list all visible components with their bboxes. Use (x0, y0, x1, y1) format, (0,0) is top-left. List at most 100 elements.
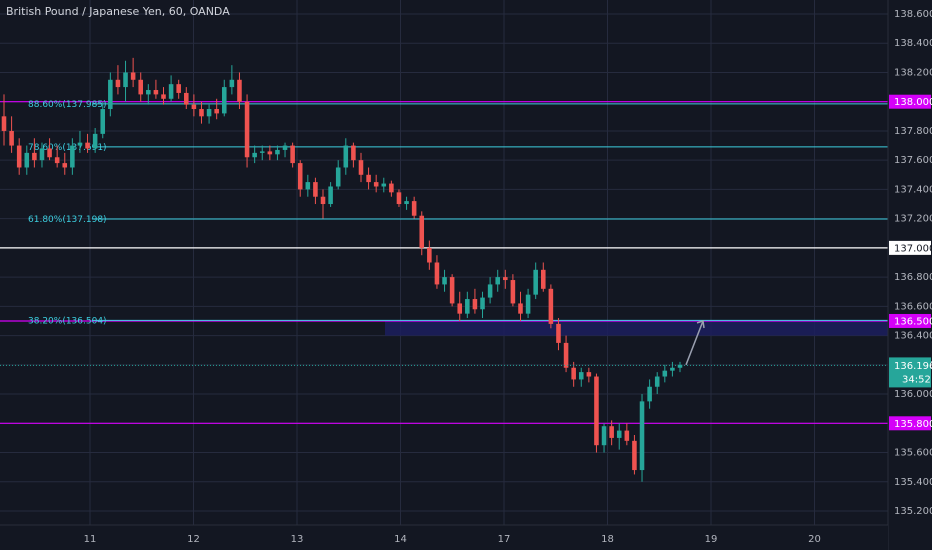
candle-body (411, 201, 417, 216)
candle-body (267, 151, 273, 155)
candle-body (449, 277, 455, 304)
price-tag-label: 138.000 (894, 97, 932, 108)
price-tick-label: 135.200 (894, 506, 932, 517)
candle-body (199, 109, 204, 117)
candle-body (244, 101, 250, 158)
time-tick-label: 13 (291, 534, 304, 545)
candle-body (297, 163, 303, 190)
candle-body (146, 90, 151, 95)
time-tick-label: 14 (394, 534, 407, 545)
candle-body (305, 182, 311, 190)
candle-body (100, 109, 106, 134)
time-tick-label: 18 (601, 534, 614, 545)
candle-body (184, 92, 189, 105)
candle-body (533, 269, 538, 295)
candle-body (624, 430, 630, 441)
candle-body (39, 148, 45, 161)
candle-body (601, 426, 607, 446)
candle-body (153, 90, 159, 95)
price-tick-label: 136.400 (894, 331, 932, 342)
candle-body (85, 142, 90, 149)
candle-body (32, 152, 37, 161)
candle-body (237, 79, 242, 102)
candle-body (465, 299, 470, 314)
candle-body (176, 84, 181, 93)
time-axis (0, 525, 888, 550)
candle-body (108, 79, 113, 110)
fib-label: 38.20%(136.504) (28, 316, 107, 326)
candle-body (677, 364, 683, 368)
candle-timer: 34:52 (902, 374, 931, 385)
price-tag (889, 240, 931, 255)
time-tick-label: 12 (187, 534, 200, 545)
candle-body (381, 183, 387, 187)
candle-body (609, 426, 614, 438)
candle-body (77, 142, 83, 146)
candle-body (130, 72, 136, 80)
candle-body (518, 303, 523, 314)
candle-body (510, 280, 516, 304)
price-tag-label: 136.500 (894, 316, 932, 327)
candle-body (578, 372, 584, 380)
candle-body (654, 376, 660, 387)
time-tick-label: 20 (808, 534, 821, 545)
candle-body (206, 109, 212, 117)
candle-body (457, 303, 463, 314)
fib-label: 78.60%(137.691) (28, 143, 107, 153)
candle-body (282, 145, 288, 150)
time-tick-label: 19 (705, 534, 718, 545)
candle-body (252, 152, 257, 158)
candle-body (328, 186, 333, 205)
price-tick-label: 135.400 (894, 477, 932, 488)
fib-label: 88.60%(137.985) (28, 100, 107, 110)
candle-body (541, 269, 546, 289)
candle-body (442, 277, 447, 285)
candle-body (548, 288, 554, 324)
price-tick-label: 136.000 (894, 389, 932, 400)
price-tick-label: 138.200 (894, 67, 932, 78)
price-tick-label: 135.600 (894, 448, 932, 459)
candle-body (221, 87, 227, 114)
price-axis (888, 0, 932, 550)
price-tick-label: 137.400 (894, 184, 932, 195)
price-tag-label: 135.800 (894, 419, 932, 430)
candle-body (335, 167, 341, 187)
candle-body (320, 196, 326, 205)
candle-body (54, 157, 60, 164)
candle-body (487, 284, 493, 298)
candle-body (313, 182, 318, 197)
price-tick-label: 137.800 (894, 126, 932, 137)
candle-body (594, 376, 599, 446)
time-tick-label: 11 (84, 534, 97, 545)
candle-body (214, 109, 219, 114)
fib-label: 61.80%(137.198) (28, 215, 107, 225)
candle-body (343, 145, 349, 168)
supply-demand-zone (385, 320, 888, 336)
projection-arrow-head (696, 319, 705, 329)
price-tick-label: 138.400 (894, 38, 932, 49)
price-tick-label: 138.600 (894, 9, 932, 20)
candle-body (24, 152, 30, 168)
candle-body (138, 79, 143, 95)
candle-body (290, 145, 295, 164)
candle-body (571, 367, 576, 380)
candle-body (563, 342, 569, 368)
candle-body (419, 215, 425, 248)
projection-arrow-line (685, 320, 704, 366)
candle-body (92, 133, 98, 149)
current-price-label: 136.196 (894, 361, 932, 372)
candle-body (647, 386, 652, 402)
candle-body (275, 149, 280, 155)
candle-body (480, 297, 485, 310)
candle-body (191, 104, 197, 110)
current-price-tag (889, 357, 931, 388)
candle-body (396, 192, 402, 205)
price-tick-label: 137.600 (894, 155, 932, 166)
candle-body (358, 160, 364, 175)
candle-body (586, 372, 592, 377)
candle-body (670, 367, 675, 371)
price-tag-label: 137.000 (894, 243, 932, 254)
time-tick-label: 17 (498, 534, 511, 545)
candle-body (495, 277, 500, 285)
